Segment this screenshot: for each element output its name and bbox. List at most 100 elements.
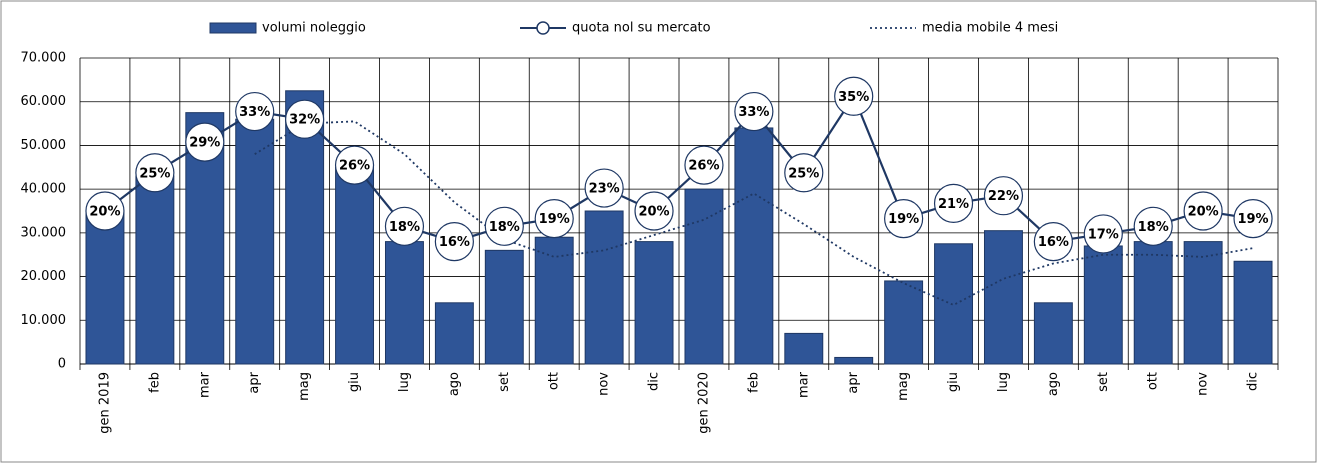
share-marker: [884, 199, 924, 239]
bar: [983, 230, 1023, 365]
share-marker: [784, 153, 824, 193]
x-tick-label: ago: [447, 372, 462, 396]
x-tick-label: gen 2019: [97, 372, 112, 434]
data-label: 17%: [1088, 227, 1119, 242]
legend-label: media mobile 4 mesi: [922, 21, 1058, 36]
x-tick-label: ott: [1146, 372, 1161, 390]
data-label: 22%: [988, 189, 1019, 204]
data-label: 18%: [1138, 220, 1169, 235]
x-tick-label: mar: [197, 371, 212, 398]
share-marker: [185, 122, 225, 162]
data-label: 32%: [289, 113, 320, 128]
data-label: 25%: [788, 166, 819, 181]
bar: [684, 188, 724, 365]
x-tick-label: mag: [896, 372, 911, 401]
share-marker: [534, 199, 574, 239]
data-label: 19%: [888, 212, 919, 227]
data-label: 20%: [638, 205, 669, 220]
share-marker: [1133, 206, 1173, 246]
x-tick-label: lug: [996, 372, 1011, 392]
bar: [135, 175, 175, 365]
data-label: 23%: [589, 182, 620, 197]
y-tick-label: 10.000: [21, 313, 67, 328]
bar: [1133, 241, 1173, 365]
share-marker: [1233, 199, 1273, 239]
y-tick-label: 0: [58, 357, 66, 372]
data-label: 29%: [189, 136, 220, 151]
bar: [1183, 241, 1223, 365]
share-marker: [484, 206, 524, 246]
bar: [85, 210, 125, 365]
share-marker: [135, 153, 175, 193]
data-label: 21%: [938, 197, 969, 212]
x-tick-label: feb: [746, 372, 761, 393]
bar: [834, 356, 874, 365]
x-tick-label: mag: [297, 372, 312, 401]
share-marker: [85, 191, 125, 231]
data-label: 33%: [738, 105, 769, 120]
data-label: 18%: [389, 220, 420, 235]
share-marker: [1183, 191, 1223, 231]
y-tick-label: 50.000: [21, 138, 67, 153]
moving-average-line: [254, 120, 1254, 306]
share-marker: [285, 99, 325, 139]
share-marker: [334, 145, 375, 185]
x-tick-label: ago: [1046, 372, 1061, 396]
bar: [934, 243, 974, 365]
bar: [1083, 245, 1123, 365]
x-tick-label: mar: [796, 371, 811, 398]
bar: [584, 210, 624, 365]
x-tick-label: apr: [846, 371, 861, 393]
legend-swatch: [536, 21, 550, 35]
share-marker: [933, 183, 974, 223]
legend-label: volumi noleggio: [262, 21, 366, 36]
data-label: 25%: [139, 166, 170, 181]
x-tick-label: dic: [647, 372, 662, 391]
data-label: 19%: [539, 212, 570, 227]
bar: [884, 280, 924, 365]
y-tick-label: 20.000: [21, 269, 67, 284]
bar: [235, 118, 275, 365]
share-marker: [734, 91, 774, 132]
y-tick-label: 40.000: [21, 182, 67, 197]
share-marker: [1033, 222, 1073, 262]
x-tick-label: giu: [347, 372, 362, 392]
x-tick-label: set: [1096, 372, 1111, 392]
bar: [484, 249, 524, 365]
x-tick-label: nov: [597, 372, 612, 396]
x-tick-label: giu: [946, 372, 961, 392]
share-marker: [983, 176, 1024, 216]
y-tick-label: 30.000: [21, 225, 67, 240]
bar: [335, 166, 375, 365]
x-tick-label: ott: [547, 372, 562, 390]
share-marker: [834, 76, 874, 116]
share-marker: [634, 191, 674, 231]
x-tick-label: dic: [1246, 372, 1261, 391]
bar: [434, 302, 474, 365]
data-label: 19%: [1237, 212, 1268, 227]
bar: [384, 241, 424, 365]
data-label: 18%: [489, 220, 520, 235]
x-tick-label: apr: [247, 371, 262, 393]
share-marker: [384, 206, 425, 246]
data-label: 20%: [89, 205, 120, 220]
data-label: 33%: [239, 105, 270, 120]
bar: [1033, 302, 1073, 365]
data-label: 16%: [1038, 235, 1069, 250]
bar: [634, 241, 674, 365]
share-marker: [584, 168, 624, 208]
y-tick-label: 70.000: [21, 51, 67, 66]
share-marker: [1083, 214, 1123, 254]
bar: [734, 127, 774, 365]
data-label: 35%: [838, 90, 869, 105]
data-label: 26%: [688, 159, 719, 174]
data-label: 16%: [439, 235, 470, 250]
x-tick-label: set: [497, 372, 512, 392]
share-marker: [434, 222, 474, 262]
share-marker: [235, 91, 275, 132]
bar: [1233, 260, 1273, 365]
x-tick-label: lug: [397, 372, 412, 392]
share-marker: [684, 145, 724, 185]
data-label: 20%: [1188, 205, 1219, 220]
